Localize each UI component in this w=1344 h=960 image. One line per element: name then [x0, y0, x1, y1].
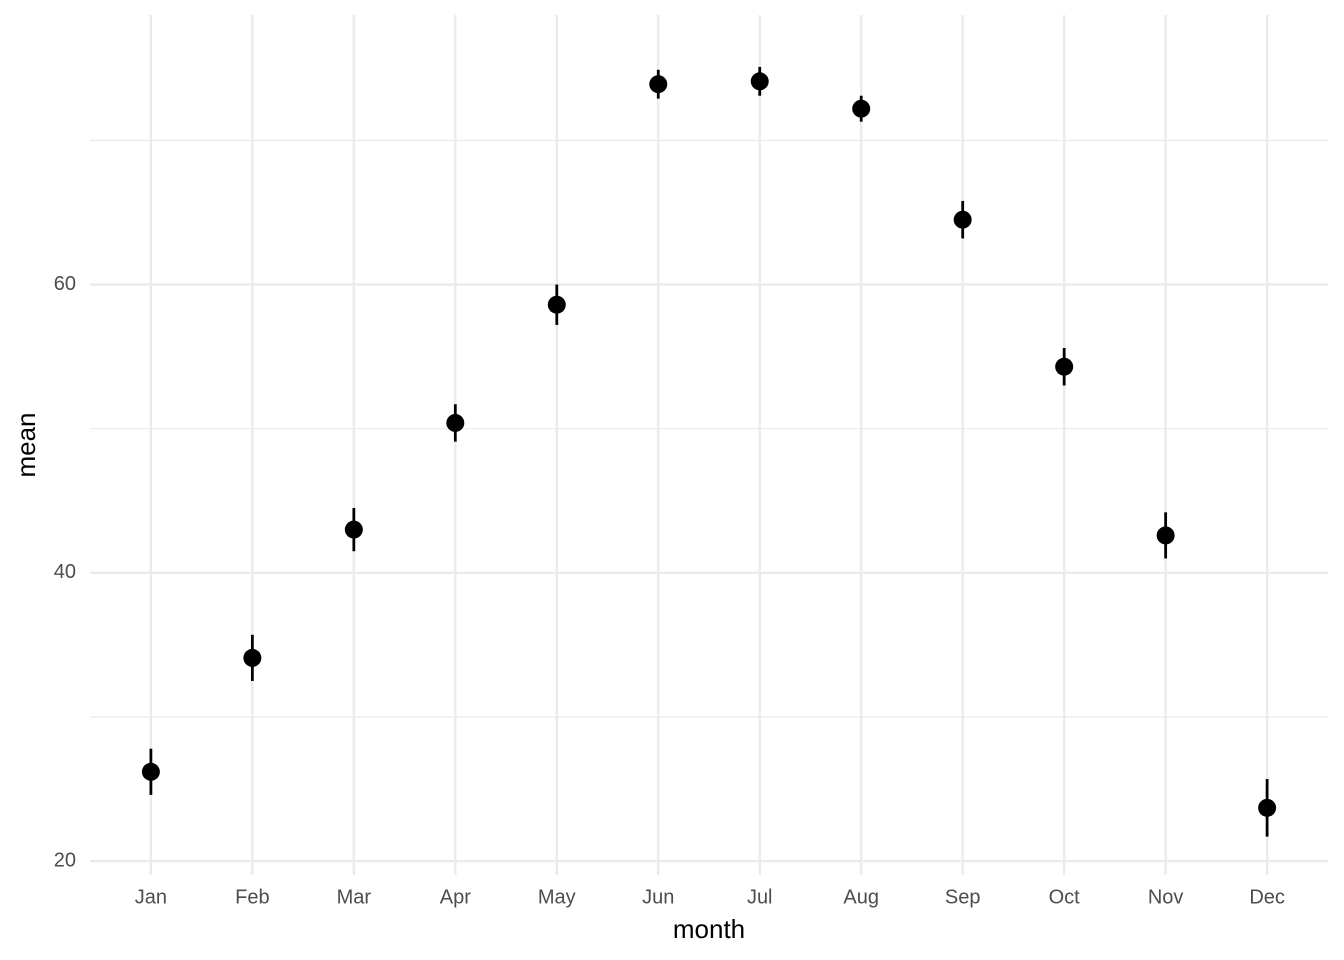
point [953, 210, 972, 229]
y-tick-label: 60 [54, 273, 76, 295]
point [446, 413, 465, 432]
point [1258, 798, 1277, 817]
y-tick-label: 40 [54, 561, 76, 583]
x-tick-label: Jan [135, 886, 167, 908]
point [1156, 526, 1175, 545]
x-tick-label: Aug [843, 886, 879, 908]
x-tick-label: Jul [747, 886, 773, 908]
x-tick-label: Jun [642, 886, 674, 908]
x-tick-label: Sep [945, 886, 981, 908]
point [1055, 357, 1074, 376]
y-axis-title: mean [11, 412, 41, 477]
x-tick-label: Oct [1049, 886, 1081, 908]
point [243, 648, 262, 667]
point [547, 295, 566, 314]
y-tick-label: 20 [54, 849, 76, 871]
x-tick-label: Dec [1249, 886, 1285, 908]
point [649, 75, 668, 94]
x-tick-label: Mar [337, 886, 372, 908]
x-tick-label: May [538, 886, 576, 908]
point [344, 520, 363, 539]
point [750, 72, 769, 91]
x-tick-label: Apr [440, 886, 471, 908]
x-tick-label: Nov [1148, 886, 1184, 908]
point [852, 99, 871, 118]
x-tick-label: Feb [235, 886, 269, 908]
x-axis-title: month [673, 914, 745, 944]
point [141, 762, 160, 781]
